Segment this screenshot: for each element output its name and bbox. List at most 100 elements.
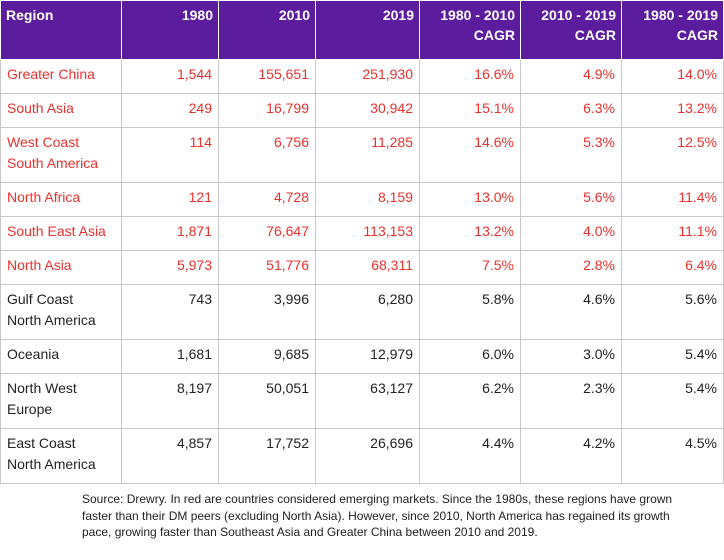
cagr-table: Region 1980 2010 2019 1980 - 2010 CAGR 2… <box>0 0 724 484</box>
value-1980-cell: 743 <box>121 284 219 340</box>
cagr-2010-2019-cell: 5.3% <box>520 127 622 183</box>
header-cagr-1980-2010-line1: 1980 - 2010 <box>440 7 515 23</box>
header-cagr-1980-2019-line2: CAGR <box>676 27 718 43</box>
value-1980-cell: 249 <box>121 93 219 128</box>
value-2019-cell: 68,311 <box>315 250 420 285</box>
region-cell: North Asia <box>0 250 122 285</box>
value-2010-cell: 6,756 <box>218 127 316 183</box>
region-name-line: Gulf Coast <box>7 291 74 307</box>
value-1980-cell: 1,544 <box>121 59 219 94</box>
cagr-2010-2019-cell: 2.3% <box>520 373 622 429</box>
region-cell: South East Asia <box>0 216 122 251</box>
value-2019-cell: 12,979 <box>315 339 420 374</box>
table-row: North Africa 121 4,728 8,159 13.0% 5.6% 11.4% <box>0 182 724 217</box>
cagr-1980-2010-cell: 15.1% <box>419 93 521 128</box>
header-2010: 2010 <box>218 0 316 60</box>
header-cagr-1980-2019: 1980 - 2019 CAGR <box>621 0 724 60</box>
region-cell: South Asia <box>0 93 122 128</box>
header-2019: 2019 <box>315 0 420 60</box>
table-row: South East Asia 1,871 76,647 113,153 13.2% 4.… <box>0 216 724 251</box>
table-row: South Asia 249 16,799 30,942 15.1% 6.3% 13.2% <box>0 93 724 128</box>
region-name-line: North America <box>7 312 96 328</box>
value-1980-cell: 5,973 <box>121 250 219 285</box>
region-cell: West Coast South America <box>0 127 122 183</box>
region-cell: Greater China <box>0 59 122 94</box>
table-row: West Coast South America 114 6,756 11,285 14.… <box>0 127 724 183</box>
cagr-1980-2010-cell: 14.6% <box>419 127 521 183</box>
cagr-1980-2019-cell: 11.1% <box>621 216 724 251</box>
value-2010-cell: 3,996 <box>218 284 316 340</box>
cagr-2010-2019-cell: 5.6% <box>520 182 622 217</box>
value-2010-cell: 4,728 <box>218 182 316 217</box>
cagr-1980-2010-cell: 16.6% <box>419 59 521 94</box>
header-cagr-2010-2019-line1: 2010 - 2019 <box>541 7 616 23</box>
cagr-1980-2019-cell: 5.6% <box>621 284 724 340</box>
value-2010-cell: 76,647 <box>218 216 316 251</box>
value-2010-cell: 50,051 <box>218 373 316 429</box>
source-note: Source: Drewry. In red are countries con… <box>82 492 673 539</box>
region-name-line: Oceania <box>7 346 60 362</box>
value-1980-cell: 1,681 <box>121 339 219 374</box>
cagr-2010-2019-cell: 4.6% <box>520 284 622 340</box>
header-row: Region 1980 2010 2019 1980 - 2010 CAGR 2… <box>0 0 724 60</box>
cagr-1980-2010-cell: 5.8% <box>419 284 521 340</box>
region-name-line: Greater China <box>7 66 95 82</box>
cagr-2010-2019-cell: 4.0% <box>520 216 622 251</box>
value-2010-cell: 9,685 <box>218 339 316 374</box>
cagr-1980-2019-cell: 4.5% <box>621 428 724 484</box>
value-2019-cell: 63,127 <box>315 373 420 429</box>
value-2019-cell: 8,159 <box>315 182 420 217</box>
cagr-1980-2010-cell: 13.0% <box>419 182 521 217</box>
value-2019-cell: 6,280 <box>315 284 420 340</box>
cagr-1980-2010-cell: 6.2% <box>419 373 521 429</box>
region-cell: East Coast North America <box>0 428 122 484</box>
region-name-line: West Coast <box>7 134 80 150</box>
value-1980-cell: 114 <box>121 127 219 183</box>
cagr-1980-2010-cell: 6.0% <box>419 339 521 374</box>
header-region: Region <box>0 0 122 60</box>
table-row: East Coast North America 4,857 17,752 26,696… <box>0 428 724 484</box>
cagr-1980-2010-cell: 4.4% <box>419 428 521 484</box>
value-2010-cell: 16,799 <box>218 93 316 128</box>
table-row: Greater China 1,544 155,651 251,930 16.6% 4.9… <box>0 59 724 94</box>
cagr-1980-2019-cell: 11.4% <box>621 182 724 217</box>
cagr-1980-2019-cell: 12.5% <box>621 127 724 183</box>
header-cagr-1980-2010: 1980 - 2010 CAGR <box>419 0 521 60</box>
value-2019-cell: 251,930 <box>315 59 420 94</box>
value-1980-cell: 4,857 <box>121 428 219 484</box>
cagr-1980-2019-cell: 13.2% <box>621 93 724 128</box>
value-2010-cell: 155,651 <box>218 59 316 94</box>
region-name-line: Europe <box>7 401 53 417</box>
region-name-line: South East Asia <box>7 223 106 239</box>
value-2019-cell: 26,696 <box>315 428 420 484</box>
cagr-1980-2010-cell: 7.5% <box>419 250 521 285</box>
table-row: North West Europe 8,197 50,051 63,127 6.2% 2.3… <box>0 373 724 429</box>
region-cell: Gulf Coast North America <box>0 284 122 340</box>
value-1980-cell: 121 <box>121 182 219 217</box>
region-cell: North Africa <box>0 182 122 217</box>
cagr-2010-2019-cell: 4.2% <box>520 428 622 484</box>
value-2019-cell: 11,285 <box>315 127 420 183</box>
region-cell: North West Europe <box>0 373 122 429</box>
cagr-2010-2019-cell: 4.9% <box>520 59 622 94</box>
value-2019-cell: 30,942 <box>315 93 420 128</box>
region-name-line: South America <box>7 155 99 171</box>
table-row: Oceania 1,681 9,685 12,979 6.0% 3.0% 5.4% <box>0 339 724 374</box>
region-name-line: East Coast <box>7 435 76 451</box>
cagr-1980-2019-cell: 6.4% <box>621 250 724 285</box>
cagr-1980-2019-cell: 5.4% <box>621 373 724 429</box>
value-2019-cell: 113,153 <box>315 216 420 251</box>
header-1980: 1980 <box>121 0 219 60</box>
table-row: North Asia 5,973 51,776 68,311 7.5% 2.8% 6.4% <box>0 250 724 285</box>
value-2010-cell: 51,776 <box>218 250 316 285</box>
header-cagr-1980-2019-line1: 1980 - 2019 <box>643 7 718 23</box>
cagr-1980-2010-cell: 13.2% <box>419 216 521 251</box>
header-cagr-2010-2019: 2010 - 2019 CAGR <box>520 0 622 60</box>
value-1980-cell: 8,197 <box>121 373 219 429</box>
region-cell: Oceania <box>0 339 122 374</box>
cagr-2010-2019-cell: 3.0% <box>520 339 622 374</box>
region-name-line: North Africa <box>7 189 81 205</box>
table-body: Greater China 1,544 155,651 251,930 16.6% 4.9… <box>0 59 724 484</box>
region-name-line: South Asia <box>7 100 74 116</box>
value-2010-cell: 17,752 <box>218 428 316 484</box>
